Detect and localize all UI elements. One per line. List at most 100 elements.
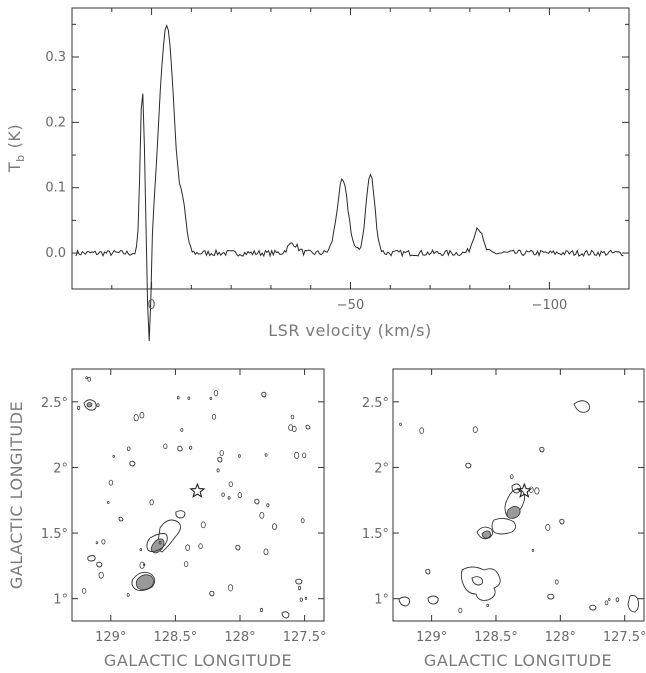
- contour-speck: [133, 414, 139, 422]
- contour-blob: [427, 595, 439, 605]
- contour-speck: [615, 597, 620, 602]
- y-tick-label: 2°: [374, 461, 389, 476]
- contour-blob: [146, 533, 168, 553]
- map-right-speckles: [399, 422, 620, 614]
- contour-blob: [504, 488, 526, 517]
- y-tick-label: 1°: [374, 593, 389, 608]
- contour-speck: [158, 540, 162, 545]
- contour-speck: [486, 603, 490, 608]
- map-left-ylabel: GALACTIC LONGITUDE: [7, 401, 26, 589]
- contour-blob: [559, 518, 565, 525]
- contour-speck: [87, 376, 91, 382]
- map-right-contours: [398, 400, 640, 613]
- contour-speck: [77, 405, 81, 410]
- contour-blob: [539, 446, 545, 453]
- contour-blob: [491, 517, 517, 535]
- contour-blob: [118, 516, 124, 522]
- contour-speck: [143, 563, 146, 567]
- contour-blob: [209, 590, 215, 597]
- contour-speck: [216, 468, 220, 473]
- spectrum-ylabel: Tb(K): [5, 124, 27, 173]
- contour-speck: [96, 403, 100, 408]
- map-right-xlabel: GALACTIC LONGITUDE: [424, 651, 612, 670]
- contour-core: [135, 574, 154, 591]
- contour-blob: [235, 544, 241, 551]
- x-tick-label: 128.5°: [474, 630, 518, 645]
- contour-blob: [281, 611, 290, 619]
- contour-speck: [198, 543, 203, 550]
- contour-core: [86, 402, 93, 408]
- contour-blob: [175, 510, 186, 519]
- contour-speck: [604, 600, 609, 606]
- y-tick-label: 2.5°: [362, 396, 389, 411]
- map-right-panel: 129° 128.5° 128° 127.5° 1° 1.5° 2° 2.5° GALACT…: [362, 368, 646, 670]
- contour-blob: [465, 462, 472, 469]
- contour-speck: [221, 492, 225, 497]
- contour-blob: [177, 445, 183, 452]
- contour-speck: [213, 390, 219, 397]
- x-tick-label: 129°: [95, 630, 126, 645]
- contour-speck: [472, 426, 478, 434]
- contour-speck: [554, 579, 559, 585]
- contour-blob: [460, 566, 501, 601]
- contour-speck: [534, 487, 540, 495]
- contour-speck: [509, 474, 514, 480]
- contour-blob: [83, 399, 97, 411]
- map-left-speckles: [77, 376, 308, 613]
- y-tick-label: 0.3: [45, 50, 66, 65]
- contour-blob: [425, 568, 431, 575]
- contour-blob: [295, 578, 303, 585]
- contour-speck: [263, 548, 269, 556]
- y-tick-label: 0.1: [45, 181, 66, 196]
- x-tick-label: 128.5°: [154, 630, 198, 645]
- contour-speck: [187, 396, 191, 400]
- map-left-frame: [71, 368, 325, 622]
- contour-speck: [259, 512, 265, 519]
- y-tick-label: 0.2: [45, 115, 66, 130]
- contour-blob: [254, 498, 260, 505]
- contour-speck: [545, 523, 551, 531]
- contour-speck: [238, 454, 241, 458]
- contour-speck: [290, 414, 295, 420]
- map-right-frame: [392, 368, 645, 622]
- x-tick-label: −50: [337, 298, 364, 313]
- y-tick-label: 2.5°: [41, 396, 68, 411]
- contour-speck: [126, 593, 130, 597]
- contour-blob: [131, 571, 156, 592]
- x-tick-label: 127.5°: [283, 630, 327, 645]
- x-tick-label: −100: [532, 298, 568, 313]
- contour-core: [506, 506, 521, 519]
- contour-speck: [139, 561, 145, 569]
- y-tick-label: 1.5°: [362, 527, 389, 542]
- contour-speck: [126, 446, 131, 452]
- contour-speck: [304, 596, 308, 600]
- contour-speck: [82, 588, 87, 594]
- contour-blob: [547, 593, 555, 600]
- star-marker: [516, 482, 533, 498]
- contour-speck: [419, 427, 425, 434]
- contour-speck: [163, 443, 168, 450]
- contour-speck: [200, 521, 206, 529]
- contour-speck: [266, 503, 270, 508]
- contour-speck: [299, 597, 303, 602]
- contour-speck: [85, 376, 88, 380]
- contour-blob: [627, 595, 640, 613]
- map-left-panel: 129° 128.5° 128° 127.5° 1° 1.5° 2° 2.5°: [7, 368, 327, 670]
- contour-speck: [271, 523, 277, 530]
- spectrum-panel: 0 −50 −100 0.0 0.1 0.2 0.3 Tb(K) LSR velocity…: [5, 7, 630, 342]
- contour-core: [150, 538, 165, 554]
- contour-speck: [608, 598, 611, 602]
- contour-speck: [302, 452, 307, 459]
- contour-speck: [259, 607, 264, 613]
- contour-speck: [293, 451, 300, 459]
- contour-speck: [139, 411, 145, 419]
- star-marker: [189, 482, 206, 498]
- contour-speck: [300, 517, 305, 524]
- contour-speck: [112, 454, 115, 458]
- contour-core: [481, 530, 492, 539]
- contour-blob: [511, 483, 522, 494]
- y-tick-label: 1.5°: [41, 527, 68, 542]
- contour-blob: [476, 526, 494, 540]
- contour-speck: [101, 539, 106, 545]
- contour-speck: [458, 607, 463, 614]
